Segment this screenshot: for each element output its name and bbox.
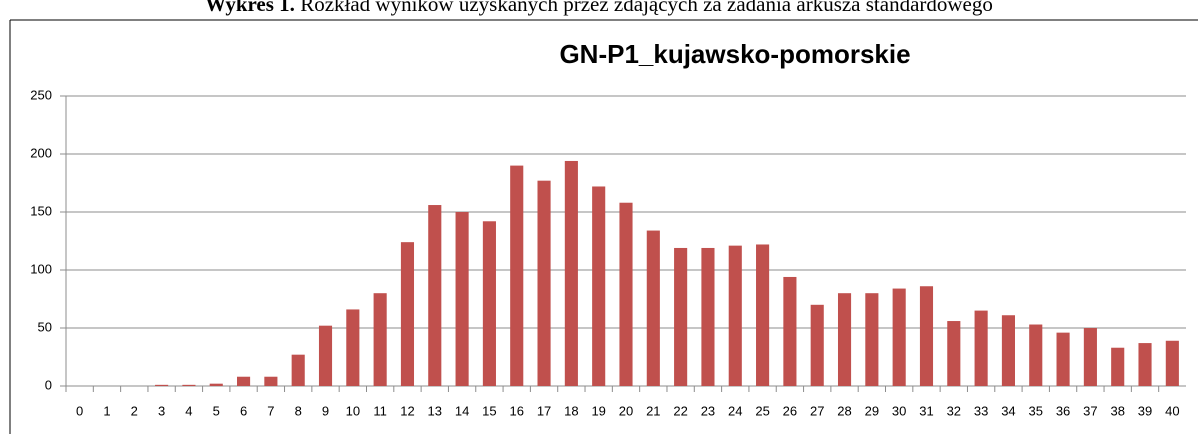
x-tick-label: 20 bbox=[619, 403, 633, 418]
x-tick-label: 3 bbox=[158, 403, 165, 418]
bar bbox=[346, 309, 360, 386]
x-tick-label: 8 bbox=[295, 403, 302, 418]
x-tick-label: 14 bbox=[455, 403, 469, 418]
bar bbox=[674, 247, 688, 386]
bar bbox=[482, 221, 496, 386]
y-tick-label: 0 bbox=[45, 377, 52, 392]
x-tick-label: 7 bbox=[267, 403, 274, 418]
bar bbox=[592, 186, 606, 386]
bar bbox=[1111, 347, 1125, 386]
x-tick-label: 32 bbox=[947, 403, 961, 418]
bar bbox=[1056, 332, 1070, 386]
bar bbox=[455, 212, 469, 386]
x-tick-label: 18 bbox=[564, 403, 578, 418]
y-tick-label: 50 bbox=[38, 319, 52, 334]
bar bbox=[155, 384, 169, 386]
x-tick-label: 38 bbox=[1110, 403, 1124, 418]
x-tick-label: 36 bbox=[1056, 403, 1070, 418]
bar bbox=[237, 376, 251, 386]
x-tick-label: 4 bbox=[185, 403, 192, 418]
bar bbox=[837, 293, 852, 386]
x-tick-label: 39 bbox=[1138, 403, 1152, 418]
bar bbox=[400, 242, 415, 386]
x-tick-label: 33 bbox=[974, 403, 988, 418]
x-tick-label: 5 bbox=[213, 403, 220, 418]
x-tick-label: 17 bbox=[537, 403, 551, 418]
x-tick-label: 37 bbox=[1083, 403, 1097, 418]
bar bbox=[1083, 328, 1097, 386]
x-tick-label: 25 bbox=[755, 403, 769, 418]
bar bbox=[892, 288, 906, 386]
x-tick-label: 10 bbox=[346, 403, 360, 418]
bar bbox=[728, 245, 742, 386]
bar bbox=[974, 310, 988, 386]
bar bbox=[947, 321, 961, 386]
bar bbox=[564, 160, 578, 386]
bar bbox=[428, 205, 442, 386]
y-tick-label: 150 bbox=[30, 203, 52, 218]
x-tick-label: 2 bbox=[131, 403, 138, 418]
bar bbox=[510, 165, 524, 386]
chart-title: GN-P1_kujawsko-pomorskie bbox=[559, 39, 910, 69]
bar bbox=[810, 304, 824, 386]
bar bbox=[291, 354, 305, 386]
x-tick-label: 30 bbox=[892, 403, 906, 418]
bar bbox=[1029, 324, 1043, 386]
caption-text: Rozkład wyników uzyskanych przez zdający… bbox=[300, 0, 993, 16]
bar bbox=[1138, 343, 1152, 386]
x-tick-label: 0 bbox=[76, 403, 83, 418]
x-tick-label: 40 bbox=[1165, 403, 1179, 418]
x-tick-label: 24 bbox=[728, 403, 742, 418]
bar bbox=[373, 293, 387, 386]
x-tick-label: 35 bbox=[1029, 403, 1043, 418]
x-tick-label: 27 bbox=[810, 403, 824, 418]
x-tick-label: 1 bbox=[103, 403, 110, 418]
y-tick-label: 250 bbox=[30, 87, 52, 102]
x-tick-label: 13 bbox=[428, 403, 442, 418]
caption-label: Wykres 1. bbox=[205, 0, 295, 16]
bar bbox=[209, 383, 223, 386]
bar bbox=[756, 244, 770, 386]
y-tick-label: 200 bbox=[30, 145, 52, 160]
x-tick-label: 22 bbox=[673, 403, 687, 418]
x-tick-label: 6 bbox=[240, 403, 247, 418]
bar bbox=[1001, 315, 1015, 386]
x-tick-label: 9 bbox=[322, 403, 329, 418]
x-tick-label: 31 bbox=[919, 403, 933, 418]
x-tick-label: 19 bbox=[591, 403, 605, 418]
bar bbox=[318, 325, 333, 386]
y-tick-label: 100 bbox=[30, 261, 52, 276]
x-tick-label: 21 bbox=[646, 403, 660, 418]
bar bbox=[619, 202, 633, 386]
bar bbox=[182, 384, 196, 386]
caption: Wykres 1. Rozkład wyników uzyskanych prz… bbox=[0, 0, 1198, 17]
bar bbox=[701, 247, 715, 386]
x-tick-label: 15 bbox=[482, 403, 496, 418]
x-tick-label: 23 bbox=[701, 403, 715, 418]
bar bbox=[919, 286, 934, 386]
bar bbox=[1165, 340, 1179, 386]
x-tick-label: 34 bbox=[1001, 403, 1015, 418]
x-tick-label: 12 bbox=[400, 403, 414, 418]
bar bbox=[646, 230, 660, 386]
x-tick-label: 29 bbox=[865, 403, 879, 418]
bar bbox=[537, 180, 551, 386]
bar bbox=[865, 293, 879, 386]
bar bbox=[783, 276, 797, 386]
x-tick-label: 28 bbox=[837, 403, 851, 418]
x-tick-label: 26 bbox=[783, 403, 797, 418]
x-tick-label: 16 bbox=[509, 403, 523, 418]
x-tick-label: 11 bbox=[373, 403, 387, 418]
bar bbox=[264, 376, 278, 386]
